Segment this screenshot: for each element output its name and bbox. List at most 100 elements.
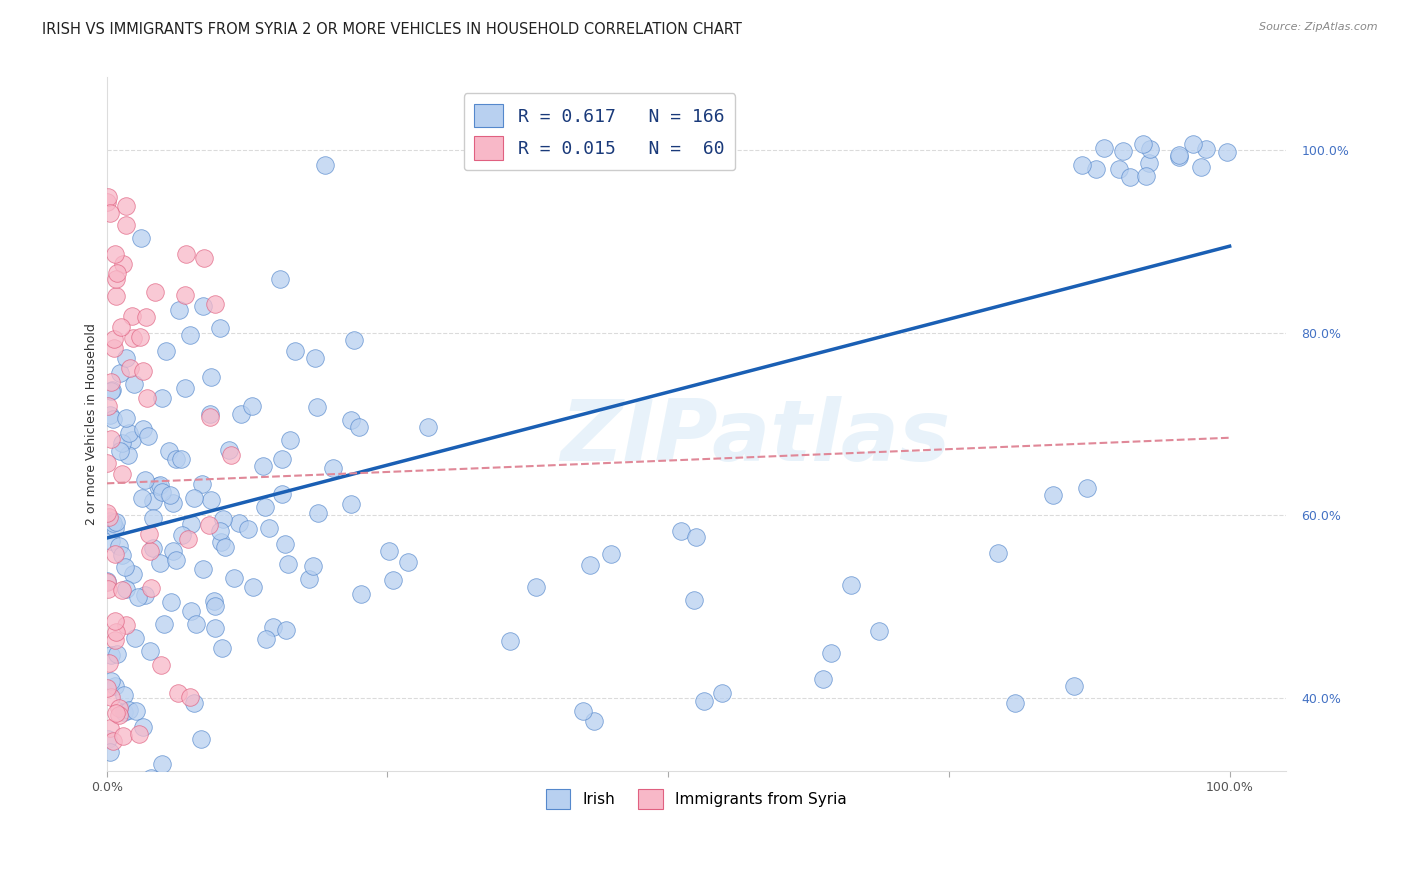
Point — [1112, 144, 1135, 158]
Point — [314, 158, 336, 172]
Point — [104, 246, 127, 260]
Point — [115, 410, 138, 425]
Point — [307, 506, 329, 520]
Point — [134, 473, 156, 487]
Point — [97, 399, 120, 413]
Point — [183, 491, 205, 505]
Point — [228, 516, 250, 530]
Point — [131, 720, 153, 734]
Point — [100, 817, 122, 831]
Point — [524, 580, 547, 594]
Point — [104, 706, 127, 721]
Point — [1092, 141, 1115, 155]
Point — [132, 888, 155, 892]
Point — [101, 412, 124, 426]
Point — [322, 461, 344, 475]
Point — [96, 575, 118, 590]
Point — [583, 714, 606, 728]
Point — [1189, 161, 1212, 175]
Point — [811, 672, 834, 686]
Point — [146, 823, 169, 838]
Point — [98, 408, 121, 422]
Point — [117, 703, 139, 717]
Point — [152, 391, 174, 405]
Point — [118, 425, 141, 440]
Point — [115, 351, 138, 365]
Point — [131, 491, 153, 506]
Point — [1071, 158, 1094, 172]
Point — [305, 400, 328, 414]
Point — [125, 704, 148, 718]
Point — [101, 383, 124, 397]
Point — [198, 407, 221, 421]
Point — [1076, 481, 1098, 495]
Point — [155, 343, 177, 358]
Point — [987, 546, 1010, 560]
Point — [103, 516, 125, 530]
Point — [121, 310, 143, 324]
Point — [160, 595, 183, 609]
Point — [122, 377, 145, 392]
Legend: Irish, Immigrants from Syria: Irish, Immigrants from Syria — [540, 783, 852, 815]
Point — [1168, 148, 1191, 162]
Point — [464, 136, 486, 150]
Point — [1119, 170, 1142, 185]
Point — [229, 407, 252, 421]
Point — [104, 633, 127, 648]
Point — [298, 573, 321, 587]
Point — [100, 432, 122, 446]
Point — [115, 618, 138, 632]
Point — [1063, 679, 1085, 693]
Point — [183, 696, 205, 710]
Point — [136, 391, 159, 405]
Point — [173, 288, 195, 302]
Text: Source: ZipAtlas.com: Source: ZipAtlas.com — [1260, 22, 1378, 32]
Point — [1167, 150, 1189, 164]
Point — [499, 634, 522, 648]
Point — [110, 444, 132, 458]
Point — [396, 555, 419, 569]
Point — [100, 384, 122, 399]
Point — [193, 252, 215, 266]
Point — [96, 681, 118, 695]
Point — [149, 478, 172, 492]
Point — [111, 436, 134, 450]
Point — [176, 246, 198, 260]
Point — [96, 574, 118, 588]
Point — [340, 413, 363, 427]
Point — [100, 375, 122, 389]
Point — [149, 658, 172, 673]
Point — [200, 493, 222, 508]
Point — [127, 591, 149, 605]
Point — [173, 381, 195, 395]
Point — [204, 594, 226, 608]
Point — [274, 537, 297, 551]
Point — [105, 266, 128, 280]
Point — [104, 547, 127, 561]
Point — [159, 488, 181, 502]
Point — [105, 648, 128, 662]
Point — [157, 444, 180, 458]
Point — [152, 616, 174, 631]
Point — [129, 230, 152, 244]
Point — [170, 528, 193, 542]
Point — [138, 527, 160, 541]
Point — [100, 648, 122, 662]
Point — [839, 578, 862, 592]
Point — [236, 522, 259, 536]
Point — [271, 452, 294, 467]
Point — [112, 705, 135, 719]
Point — [693, 694, 716, 708]
Point — [578, 558, 600, 573]
Point — [111, 257, 134, 271]
Point — [111, 548, 134, 562]
Point — [193, 561, 215, 575]
Point — [198, 409, 221, 424]
Point — [111, 467, 134, 482]
Point — [104, 679, 127, 693]
Point — [180, 517, 202, 532]
Point — [111, 729, 134, 743]
Point — [162, 544, 184, 558]
Point — [139, 581, 162, 595]
Point — [669, 524, 692, 538]
